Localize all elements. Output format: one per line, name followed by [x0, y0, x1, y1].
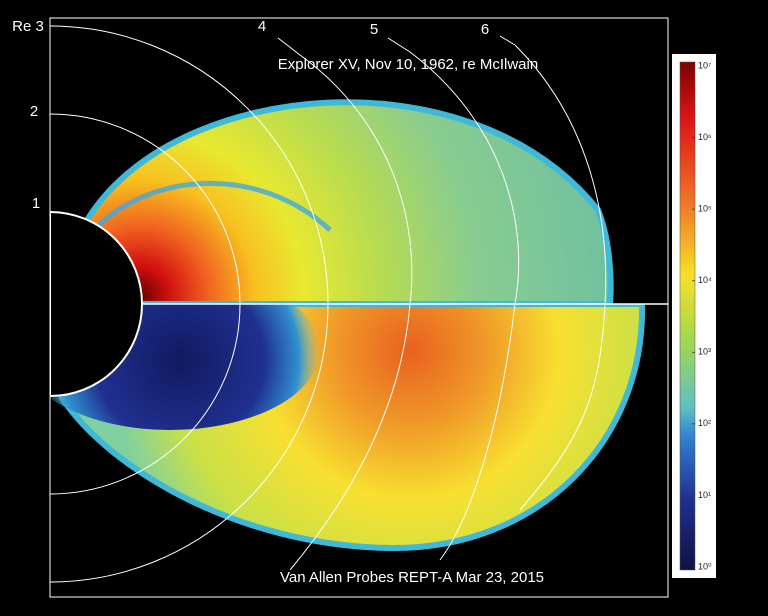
top-caption: Explorer XV, Nov 10, 1962, re McIlwain	[278, 56, 538, 73]
plot-area	[50, 25, 668, 583]
l-label: 5	[370, 21, 378, 38]
top-belt	[82, 99, 614, 304]
colorbar-tick-label: 10⁴	[698, 275, 712, 285]
re-label: 2	[30, 103, 38, 120]
bottom-caption: Van Allen Probes REPT-A Mar 23, 2015	[280, 569, 544, 586]
colorbar-tick-label: 10⁷	[698, 60, 711, 70]
colorbar-tick-label: 10¹	[698, 490, 711, 500]
leader	[499, 35, 516, 46]
l-label: 4	[258, 18, 266, 35]
re-label: Re 3	[12, 18, 44, 35]
leader	[277, 37, 301, 56]
colorbar	[679, 61, 696, 571]
colorbar-tick-label: 10²	[698, 418, 711, 428]
l-label: 6	[481, 21, 489, 38]
frame	[49, 17, 669, 598]
earth	[50, 210, 143, 398]
colorbar-tick-label: 10⁵	[698, 204, 712, 214]
leader	[387, 37, 411, 53]
colorbar-tick-label: 10⁰	[698, 561, 712, 571]
colorbar-tick-label: 10³	[698, 347, 711, 357]
re-label: 1	[32, 195, 40, 212]
colorbar-tick-label: 10⁶	[698, 132, 712, 142]
